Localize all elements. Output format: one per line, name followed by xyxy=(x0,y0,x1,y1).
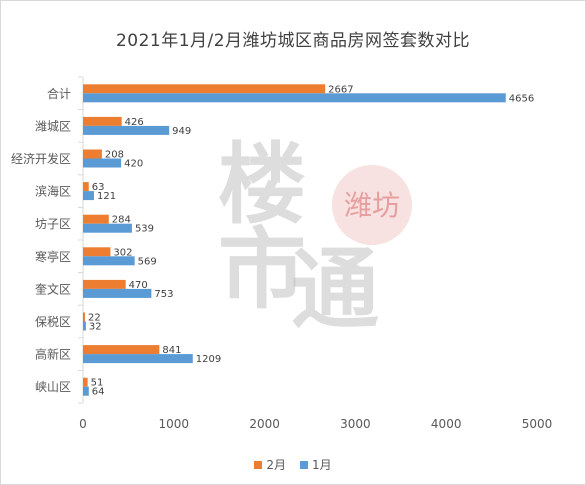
x-tick-label: 1000 xyxy=(159,417,190,431)
y-category-label: 潍城区 xyxy=(35,119,71,133)
y-category-label: 奎文区 xyxy=(35,281,71,296)
data-label-feb: 2667 xyxy=(328,84,353,95)
bar-feb xyxy=(83,182,89,192)
legend-item-jan: 1月 xyxy=(300,456,332,473)
data-label-feb: 302 xyxy=(113,247,132,258)
bar-feb xyxy=(83,149,102,159)
x-tick-label: 5000 xyxy=(522,417,553,431)
data-label-feb: 51 xyxy=(91,378,104,389)
y-category-label: 合计 xyxy=(47,86,71,101)
data-label-feb: 284 xyxy=(112,215,131,226)
bar-feb xyxy=(83,279,126,289)
x-tick-label: 0 xyxy=(79,417,87,431)
data-label-feb: 208 xyxy=(105,150,124,161)
data-label-jan: 420 xyxy=(124,159,143,170)
bar-feb xyxy=(83,377,88,387)
x-tick-label: 2000 xyxy=(249,417,280,431)
bar-jan xyxy=(83,158,122,168)
bar-jan xyxy=(83,256,135,266)
watermark-char: 楼 xyxy=(218,132,306,236)
data-label-feb: 63 xyxy=(92,182,105,193)
y-category-label: 坊子区 xyxy=(35,216,71,231)
bar-feb xyxy=(83,345,160,355)
chart-axes: 0 1000 2000 3000 4000 5000 合计潍城区经济开发区滨海区坊子区寒亭区… xyxy=(11,76,553,431)
bar-jan xyxy=(83,321,86,331)
y-category-label: 峡山区 xyxy=(35,380,71,394)
legend-swatch-jan xyxy=(300,460,308,469)
watermark-char: 市 xyxy=(218,217,306,321)
bar-jan xyxy=(83,125,170,135)
watermark-char: 通 xyxy=(291,237,379,341)
data-label-jan: 949 xyxy=(172,126,191,137)
data-label-feb: 426 xyxy=(125,117,144,128)
watermark-seal-text: 潍坊 xyxy=(344,189,400,222)
bar-feb xyxy=(83,247,111,257)
y-category-label: 滨海区 xyxy=(35,184,71,199)
chart-bars xyxy=(83,84,506,396)
data-label-feb: 841 xyxy=(162,345,181,356)
bar-feb xyxy=(83,312,85,322)
chart-title: 2021年1月/2月潍坊城区商品房网签套数对比 xyxy=(115,31,471,51)
bar-jan xyxy=(83,191,94,201)
bar-feb xyxy=(83,116,122,126)
data-label-jan: 121 xyxy=(97,191,116,202)
bar-jan xyxy=(83,386,89,396)
watermark-seal xyxy=(332,165,412,245)
y-category-label: 保税区 xyxy=(35,315,71,329)
legend-label-jan: 1月 xyxy=(312,458,332,472)
bar-jan xyxy=(83,93,506,103)
legend-item-feb: 2月 xyxy=(254,456,286,473)
data-label-jan: 539 xyxy=(135,224,154,235)
y-category-label: 寒亭区 xyxy=(35,249,71,264)
bar-jan xyxy=(83,288,152,298)
y-category-label: 高新区 xyxy=(35,347,71,362)
data-label-feb: 22 xyxy=(88,313,101,324)
x-tick-label: 3000 xyxy=(340,417,371,431)
data-label-jan: 64 xyxy=(92,387,105,398)
data-label-jan: 753 xyxy=(154,289,173,300)
data-label-jan: 4656 xyxy=(509,93,534,104)
data-label-feb: 470 xyxy=(129,280,148,291)
bar-feb xyxy=(83,214,109,224)
bar-feb xyxy=(83,84,326,94)
x-tick-label: 4000 xyxy=(431,417,462,431)
bar-jan xyxy=(83,223,132,233)
legend-label-feb: 2月 xyxy=(266,458,286,472)
chart-legend: 2月 1月 xyxy=(0,456,586,473)
bar-jan xyxy=(83,354,193,364)
legend-swatch-feb xyxy=(254,460,263,469)
data-label-jan: 32 xyxy=(89,322,102,333)
data-label-jan: 569 xyxy=(138,256,157,267)
y-category-label: 经济开发区 xyxy=(11,151,71,166)
watermark: 潍坊 楼市通 xyxy=(218,132,412,341)
data-label-jan: 1209 xyxy=(196,354,221,365)
